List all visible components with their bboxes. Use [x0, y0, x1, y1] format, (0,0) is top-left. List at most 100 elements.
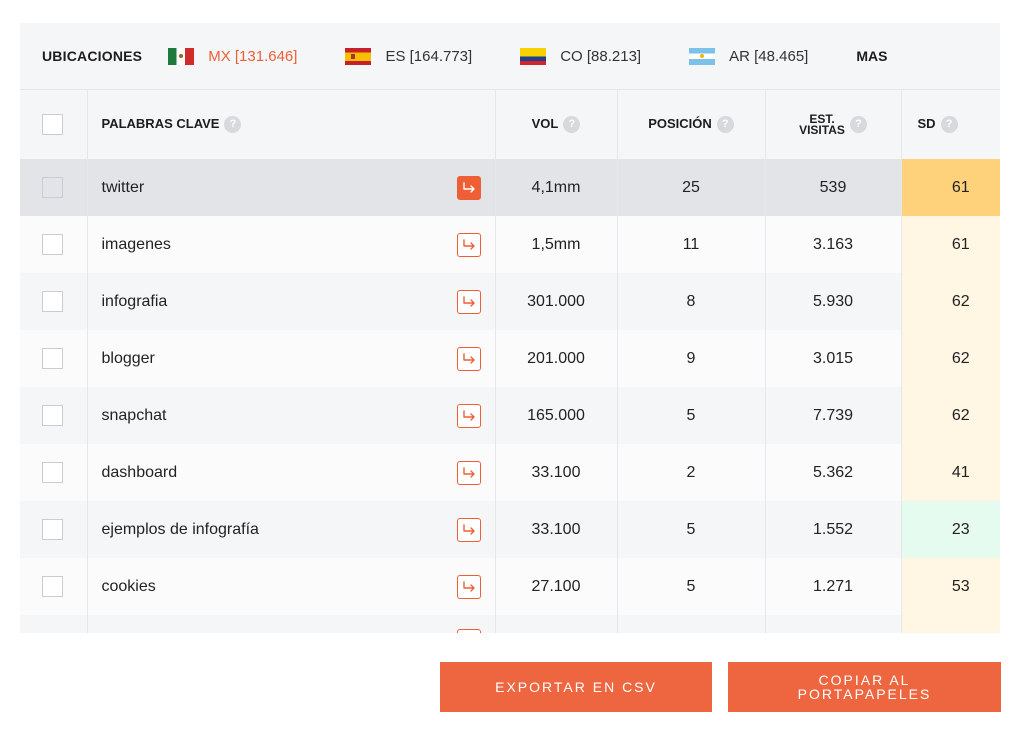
open-keyword-arrow-icon[interactable] [456, 346, 481, 371]
keyword-text[interactable]: twitter [101, 178, 145, 196]
row-select-cell [20, 444, 87, 501]
location-count: [164.773] [409, 47, 473, 65]
header-visits[interactable]: EST. VISITAS? [764, 90, 901, 159]
table-row-partial [20, 615, 1000, 633]
copy-line1: COPIAR AL [818, 672, 911, 688]
header-position[interactable]: POSICIÓN? [616, 90, 765, 159]
select-all-checkbox[interactable] [42, 114, 63, 135]
select-all-cell [20, 90, 87, 159]
header-position-label: POSICIÓN [648, 115, 712, 131]
table-row[interactable]: ejemplos de infografía 33.100 5 1.552 23 [20, 501, 1000, 558]
keyword-text[interactable]: blogger [101, 349, 155, 367]
location-code: MX [208, 47, 231, 65]
location-code: CO [560, 47, 583, 65]
locations-title: UBICACIONES [42, 48, 143, 64]
keyword-text[interactable]: dashboard [101, 463, 178, 481]
help-icon[interactable]: ? [849, 116, 867, 133]
table-row[interactable]: cookies 27.100 5 1.271 53 [20, 558, 1000, 615]
open-keyword-arrow-icon[interactable] [456, 574, 481, 599]
help-icon[interactable]: ? [716, 116, 734, 134]
help-icon[interactable]: ? [224, 116, 242, 134]
export-csv-button[interactable]: EXPORTAR EN CSV [440, 662, 712, 712]
row-checkbox[interactable] [42, 291, 63, 312]
position-cell: 5 [616, 501, 765, 558]
header-sd[interactable]: SD? [900, 90, 1000, 159]
position-cell [616, 615, 765, 633]
open-keyword-arrow-icon[interactable] [456, 175, 481, 200]
vol-cell: 1,5mm [494, 216, 617, 273]
row-checkbox[interactable] [42, 519, 63, 540]
visits-cell: 3.163 [764, 216, 901, 273]
keyword-cell: twitter [86, 159, 495, 216]
sd-cell: 62 [900, 330, 1000, 387]
location-co[interactable]: CO [88.213] [520, 47, 642, 65]
vol-cell: 201.000 [494, 330, 617, 387]
visits-cell: 5.362 [764, 444, 901, 501]
header-vol-label: VOL [531, 115, 559, 131]
visits-cell: 7.739 [764, 387, 901, 444]
open-keyword-arrow-icon[interactable] [456, 460, 481, 485]
vol-cell: 4,1mm [494, 159, 617, 216]
open-keyword-arrow-icon[interactable] [456, 517, 481, 542]
row-checkbox[interactable] [42, 405, 63, 426]
locations-bar: UBICACIONES MX [131.646] ES [164.773] CO… [20, 23, 1000, 90]
location-count: [88.213] [586, 47, 642, 65]
header-keyword[interactable]: PALABRAS CLAVE? [86, 90, 495, 159]
copy-clipboard-button[interactable]: COPIAR AL PORTAPAPELES [728, 662, 1001, 712]
position-cell: 5 [616, 558, 765, 615]
keyword-cell [86, 615, 495, 633]
table-row[interactable]: imagenes 1,5mm 11 3.163 61 [20, 216, 1000, 273]
keyword-text[interactable]: infografia [101, 292, 168, 310]
table-row[interactable]: twitter 4,1mm 25 539 61 [20, 159, 1000, 216]
location-es[interactable]: ES [164.773] [345, 47, 473, 65]
header-sd-label: SD [917, 115, 936, 131]
keyword-text[interactable]: cookies [101, 577, 156, 595]
vol-cell: 27.100 [494, 558, 617, 615]
keyword-text[interactable]: imagenes [101, 235, 171, 253]
sd-cell: 62 [900, 273, 1000, 330]
help-icon[interactable]: ? [940, 116, 958, 134]
row-checkbox[interactable] [42, 576, 63, 597]
row-checkbox[interactable] [42, 348, 63, 369]
table-row[interactable]: snapchat 165.000 5 7.739 62 [20, 387, 1000, 444]
sd-cell: 23 [900, 501, 1000, 558]
row-select-cell [20, 330, 87, 387]
row-checkbox[interactable] [42, 234, 63, 255]
header-visits-line2: VISITAS [799, 122, 845, 137]
row-select-cell [20, 615, 87, 633]
mexico-flag-icon [168, 47, 195, 65]
open-keyword-arrow-icon[interactable] [456, 289, 481, 314]
open-keyword-arrow-icon[interactable] [456, 403, 481, 428]
open-keyword-arrow-icon[interactable] [456, 232, 481, 257]
keyword-text[interactable]: ejemplos de infografía [101, 520, 259, 538]
row-checkbox[interactable] [42, 177, 63, 198]
keyword-cell: infografia [86, 273, 495, 330]
vol-cell: 33.100 [494, 501, 617, 558]
keyword-cell: blogger [86, 330, 495, 387]
keyword-cell: imagenes [86, 216, 495, 273]
open-keyword-arrow-icon[interactable] [456, 629, 481, 633]
table-row[interactable]: infografia 301.000 8 5.930 62 [20, 273, 1000, 330]
table-row[interactable]: blogger 201.000 9 3.015 62 [20, 330, 1000, 387]
visits-cell: 3.015 [764, 330, 901, 387]
location-count: [131.646] [234, 47, 298, 65]
keyword-cell: ejemplos de infografía [86, 501, 495, 558]
position-cell: 8 [616, 273, 765, 330]
position-cell: 5 [616, 387, 765, 444]
colombia-flag-icon [520, 47, 547, 65]
row-checkbox[interactable] [42, 462, 63, 483]
header-vol[interactable]: VOL? [494, 90, 617, 159]
keyword-text[interactable]: snapchat [101, 406, 167, 424]
sd-cell: 62 [900, 387, 1000, 444]
table-row[interactable]: dashboard 33.100 2 5.362 41 [20, 444, 1000, 501]
more-locations-link[interactable]: MAS [856, 48, 888, 64]
position-cell: 2 [616, 444, 765, 501]
sd-cell: 41 [900, 444, 1000, 501]
location-mx[interactable]: MX [131.646] [168, 47, 298, 65]
location-ar[interactable]: AR [48.465] [689, 47, 808, 65]
vol-cell: 33.100 [494, 444, 617, 501]
visits-cell: 5.930 [764, 273, 901, 330]
sd-cell: 61 [900, 159, 1000, 216]
help-icon[interactable]: ? [563, 116, 581, 134]
row-select-cell [20, 501, 87, 558]
